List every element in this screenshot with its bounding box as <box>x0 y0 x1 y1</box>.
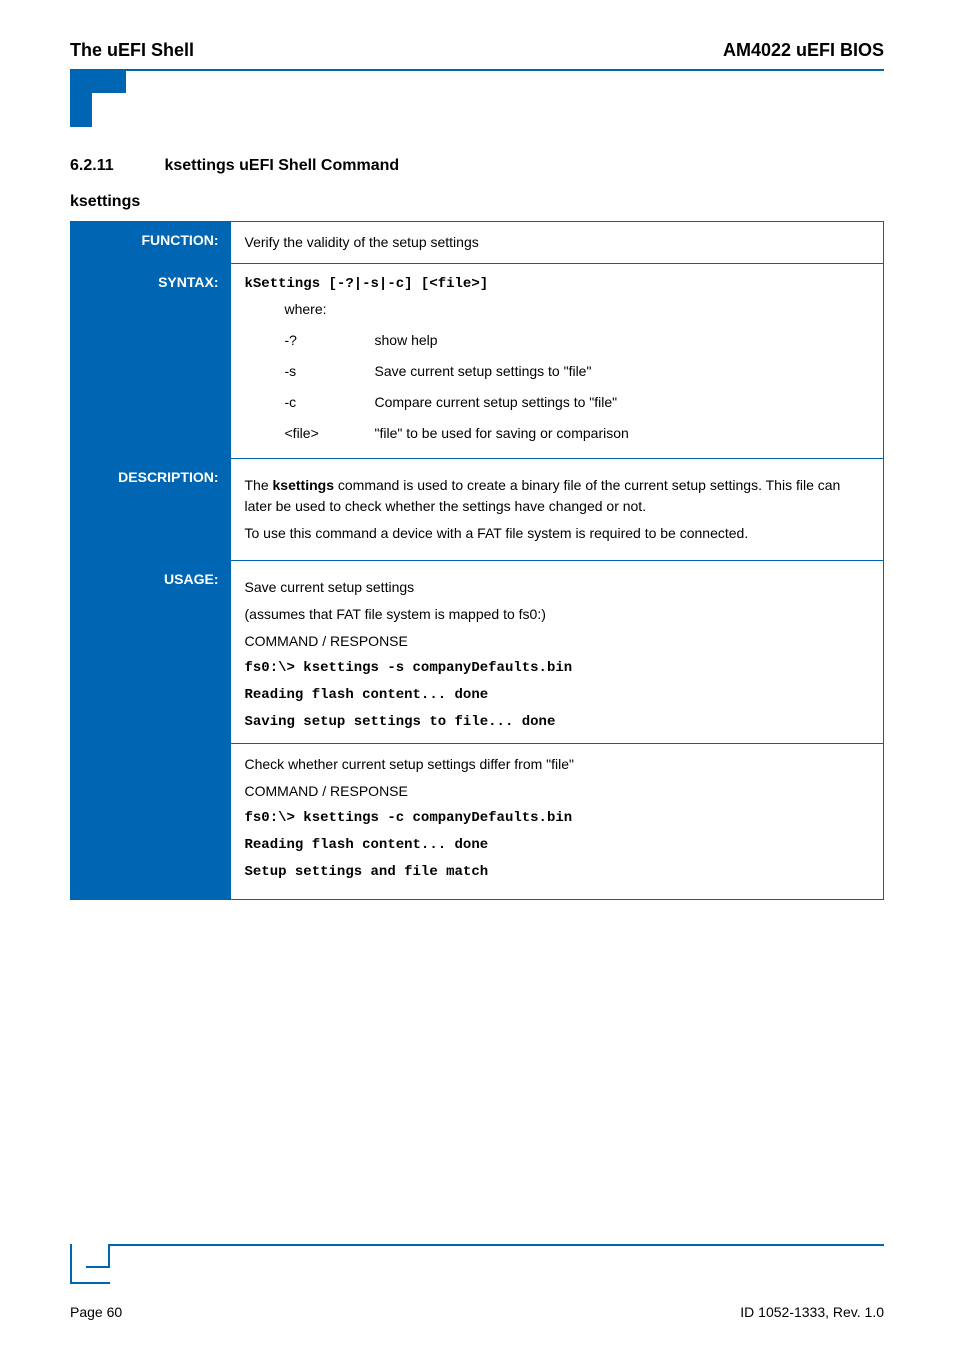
opt-flag-1: -s <box>285 361 375 382</box>
opt-desc-1: Save current setup settings to "file" <box>375 361 870 382</box>
u1-c3: Saving setup settings to file... done <box>245 712 870 733</box>
u2-l2: COMMAND / RESPONSE <box>245 781 870 802</box>
footer-right: ID 1052-1333, Rev. 1.0 <box>740 1304 884 1320</box>
page-footer: Page 60 ID 1052-1333, Rev. 1.0 <box>70 1244 884 1320</box>
section-heading: 6.2.11 ksettings uEFI Shell Command <box>70 157 884 175</box>
header-right: AM4022 uEFI BIOS <box>723 40 884 61</box>
function-text: Verify the validity of the setup setting… <box>231 222 884 264</box>
usage-content: Save current setup settings (assumes tha… <box>231 561 884 900</box>
footer-notch-icon <box>70 1246 110 1286</box>
u1-c2: Reading flash content... done <box>245 685 870 706</box>
section-number: 6.2.11 <box>70 157 160 175</box>
footer-rule <box>70 1244 884 1246</box>
description-p1: The ksettings command is used to create … <box>245 475 870 517</box>
usage-label: USAGE: <box>71 561 231 900</box>
row-usage: USAGE: Save current setup settings (assu… <box>71 561 884 900</box>
syntax-content: kSettings [-?|-s|-c] [<file>] where: -? … <box>231 264 884 459</box>
opt-desc-3: "file" to be used for saving or comparis… <box>375 423 870 444</box>
header-left: The uEFI Shell <box>70 40 194 61</box>
row-description: DESCRIPTION: The ksettings command is us… <box>71 459 884 561</box>
where-label: where: <box>285 299 375 320</box>
description-content: The ksettings command is used to create … <box>231 459 884 561</box>
u2-c1: fs0:\> ksettings -c companyDefaults.bin <box>245 808 870 829</box>
function-label: FUNCTION: <box>71 222 231 264</box>
syntax-options: where: -? show help -s Save current setu… <box>285 299 870 444</box>
row-function: FUNCTION: Verify the validity of the set… <box>71 222 884 264</box>
spec-table: FUNCTION: Verify the validity of the set… <box>70 221 884 900</box>
footer-left: Page 60 <box>70 1304 122 1320</box>
opt-flag-0: -? <box>285 330 375 351</box>
description-label: DESCRIPTION: <box>71 459 231 561</box>
desc-p1b: ksettings <box>273 477 334 493</box>
opt-flag-3: <file> <box>285 423 375 444</box>
usage-divider <box>231 743 884 744</box>
desc-p1a: The <box>245 477 273 493</box>
row-syntax: SYNTAX: kSettings [-?|-s|-c] [<file>] wh… <box>71 264 884 459</box>
u2-c2: Reading flash content... done <box>245 835 870 856</box>
opt-desc-0: show help <box>375 330 870 351</box>
u1-l2: (assumes that FAT file system is mapped … <box>245 604 870 625</box>
opt-desc-2: Compare current setup settings to "file" <box>375 392 870 413</box>
section-title: ksettings uEFI Shell Command <box>164 157 399 174</box>
u1-l3: COMMAND / RESPONSE <box>245 631 870 652</box>
description-p2: To use this command a device with a FAT … <box>245 523 870 544</box>
syntax-label: SYNTAX: <box>71 264 231 459</box>
opt-flag-2: -c <box>285 392 375 413</box>
header-rule <box>70 69 884 71</box>
page-header: The uEFI Shell AM4022 uEFI BIOS <box>70 40 884 61</box>
subheading: ksettings <box>70 193 884 211</box>
desc-p1c: command is used to create a binary file … <box>245 477 841 514</box>
u1-l1: Save current setup settings <box>245 577 870 598</box>
syntax-command: kSettings [-?|-s|-c] [<file>] <box>245 274 870 295</box>
u1-c1: fs0:\> ksettings -s companyDefaults.bin <box>245 658 870 679</box>
u2-l1: Check whether current setup settings dif… <box>245 754 870 775</box>
u2-c3: Setup settings and file match <box>245 862 870 883</box>
logo-notch-icon <box>70 71 126 127</box>
